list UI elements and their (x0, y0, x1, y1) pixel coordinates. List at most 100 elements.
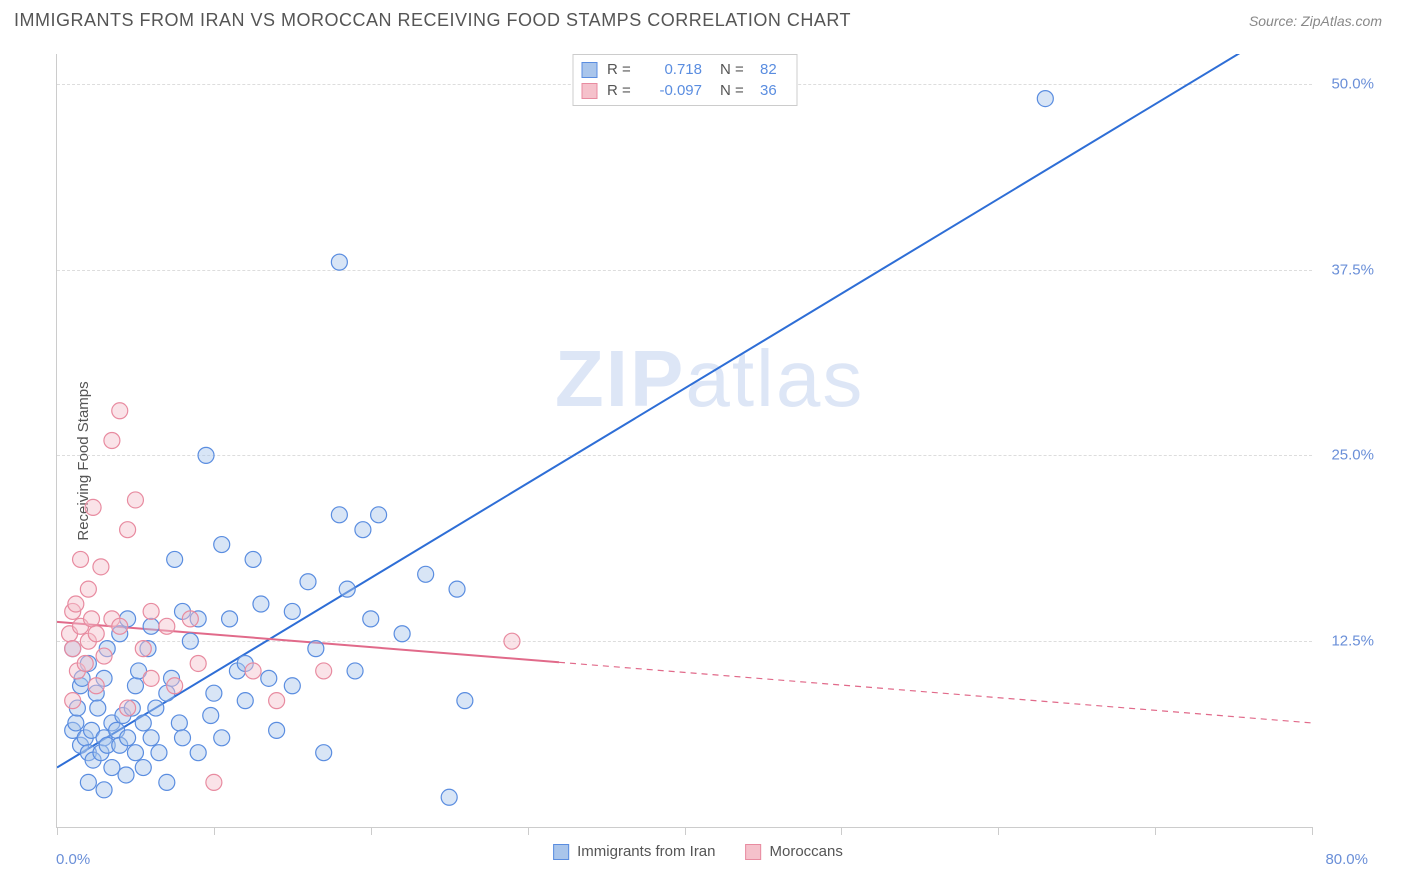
data-point (171, 715, 187, 731)
data-point (120, 522, 136, 538)
y-tick-label: 50.0% (1331, 75, 1374, 92)
data-point (198, 447, 214, 463)
x-axis-max-label: 80.0% (1325, 851, 1368, 868)
data-point (245, 551, 261, 567)
data-point (80, 774, 96, 790)
data-point (339, 581, 355, 597)
data-point (222, 611, 238, 627)
data-point (127, 745, 143, 761)
data-point (120, 730, 136, 746)
data-point (347, 663, 363, 679)
plot-area: ZIPatlas R = 0.718 N = 82 R = -0.097 N =… (56, 54, 1312, 828)
swatch-moroccan-icon (746, 844, 762, 860)
source-attribution: Source: ZipAtlas.com (1249, 13, 1382, 29)
data-point (504, 633, 520, 649)
chart-title: IMMIGRANTS FROM IRAN VS MOROCCAN RECEIVI… (14, 10, 851, 31)
chart-container: Receiving Food Stamps ZIPatlas R = 0.718… (14, 44, 1382, 878)
data-point (151, 745, 167, 761)
data-point (96, 648, 112, 664)
data-point (127, 678, 143, 694)
data-point (135, 760, 151, 776)
data-point (1037, 91, 1053, 107)
data-point (167, 551, 183, 567)
data-point (245, 663, 261, 679)
data-point (441, 789, 457, 805)
y-tick-label: 12.5% (1331, 633, 1374, 650)
data-point (84, 611, 100, 627)
y-tick-label: 25.0% (1331, 447, 1374, 464)
data-point (73, 551, 89, 567)
data-point (85, 499, 101, 515)
data-point (143, 618, 159, 634)
data-point (65, 641, 81, 657)
data-point (90, 700, 106, 716)
data-point (148, 700, 164, 716)
data-point (190, 655, 206, 671)
data-point (355, 522, 371, 538)
data-point (93, 559, 109, 575)
header: IMMIGRANTS FROM IRAN VS MOROCCAN RECEIVI… (0, 0, 1406, 39)
legend-label-iran: Immigrants from Iran (577, 843, 715, 860)
data-point (449, 581, 465, 597)
x-axis-min-label: 0.0% (56, 851, 90, 868)
data-point (253, 596, 269, 612)
legend-row-iran: R = 0.718 N = 82 (581, 59, 788, 80)
data-point (203, 708, 219, 724)
legend-label-moroccan: Moroccans (770, 843, 843, 860)
data-point (112, 618, 128, 634)
data-point (68, 715, 84, 731)
data-point (143, 603, 159, 619)
plot-svg (57, 54, 1312, 827)
data-point (418, 566, 434, 582)
data-point (206, 685, 222, 701)
data-point (65, 693, 81, 709)
data-point (167, 678, 183, 694)
data-point (214, 537, 230, 553)
data-point (77, 655, 93, 671)
data-point (159, 618, 175, 634)
data-point (300, 574, 316, 590)
data-point (363, 611, 379, 627)
legend-item-iran: Immigrants from Iran (553, 843, 715, 860)
data-point (331, 254, 347, 270)
data-point (104, 760, 120, 776)
data-point (190, 745, 206, 761)
data-point (284, 603, 300, 619)
data-point (269, 693, 285, 709)
data-point (159, 774, 175, 790)
swatch-iran (581, 62, 597, 78)
data-point (135, 715, 151, 731)
data-point (118, 767, 134, 783)
data-point (457, 693, 473, 709)
data-point (316, 663, 332, 679)
data-point (143, 730, 159, 746)
data-point (261, 670, 277, 686)
data-point (96, 782, 112, 798)
legend-item-moroccan: Moroccans (746, 843, 843, 860)
data-point (206, 774, 222, 790)
data-point (88, 678, 104, 694)
data-point (316, 745, 332, 761)
correlation-legend: R = 0.718 N = 82 R = -0.097 N = 36 (572, 54, 797, 106)
data-point (394, 626, 410, 642)
data-point (135, 641, 151, 657)
data-point (68, 596, 84, 612)
swatch-moroccan (581, 83, 597, 99)
data-point (269, 722, 285, 738)
data-point (182, 633, 198, 649)
legend-row-moroccan: R = -0.097 N = 36 (581, 80, 788, 101)
data-point (104, 433, 120, 449)
swatch-iran-icon (553, 844, 569, 860)
data-point (284, 678, 300, 694)
data-point (308, 641, 324, 657)
data-point (127, 492, 143, 508)
data-point (237, 693, 253, 709)
data-point (143, 670, 159, 686)
series-legend: Immigrants from Iran Moroccans (553, 843, 843, 860)
data-point (112, 403, 128, 419)
data-point (120, 700, 136, 716)
data-point (175, 730, 191, 746)
data-point (80, 581, 96, 597)
data-point (371, 507, 387, 523)
data-point (182, 611, 198, 627)
